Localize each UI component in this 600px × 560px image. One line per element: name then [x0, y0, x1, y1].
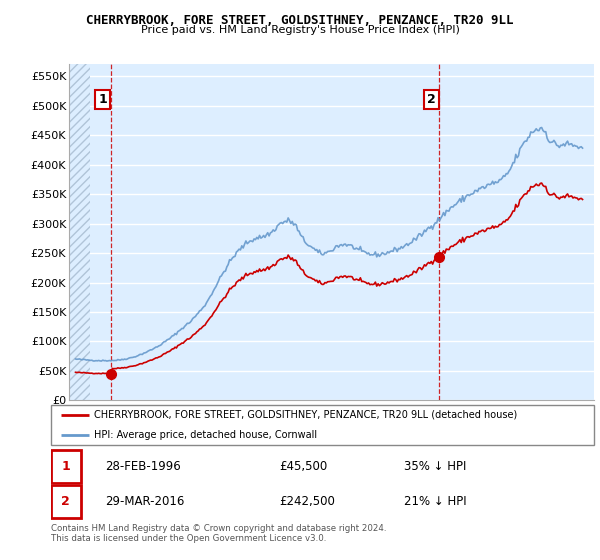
Text: Price paid vs. HM Land Registry's House Price Index (HPI): Price paid vs. HM Land Registry's House …: [140, 25, 460, 35]
Text: 1: 1: [98, 94, 107, 106]
Bar: [69, 64, 90, 400]
Text: 2: 2: [61, 495, 70, 508]
Text: 29-MAR-2016: 29-MAR-2016: [106, 495, 185, 508]
Text: HPI: Average price, detached house, Cornwall: HPI: Average price, detached house, Corn…: [94, 430, 317, 440]
Text: £242,500: £242,500: [279, 495, 335, 508]
Text: £45,500: £45,500: [279, 460, 328, 473]
FancyBboxPatch shape: [51, 485, 81, 518]
Text: 2: 2: [427, 94, 436, 106]
Text: CHERRYBROOK, FORE STREET, GOLDSITHNEY, PENZANCE, TR20 9LL (detached house): CHERRYBROOK, FORE STREET, GOLDSITHNEY, P…: [94, 410, 518, 420]
Text: 1: 1: [61, 460, 70, 473]
Text: 28-FEB-1996: 28-FEB-1996: [106, 460, 181, 473]
Text: 35% ↓ HPI: 35% ↓ HPI: [404, 460, 466, 473]
FancyBboxPatch shape: [51, 450, 81, 483]
FancyBboxPatch shape: [51, 405, 594, 445]
Text: 21% ↓ HPI: 21% ↓ HPI: [404, 495, 467, 508]
Text: CHERRYBROOK, FORE STREET, GOLDSITHNEY, PENZANCE, TR20 9LL: CHERRYBROOK, FORE STREET, GOLDSITHNEY, P…: [86, 14, 514, 27]
Text: Contains HM Land Registry data © Crown copyright and database right 2024.
This d: Contains HM Land Registry data © Crown c…: [51, 524, 386, 543]
